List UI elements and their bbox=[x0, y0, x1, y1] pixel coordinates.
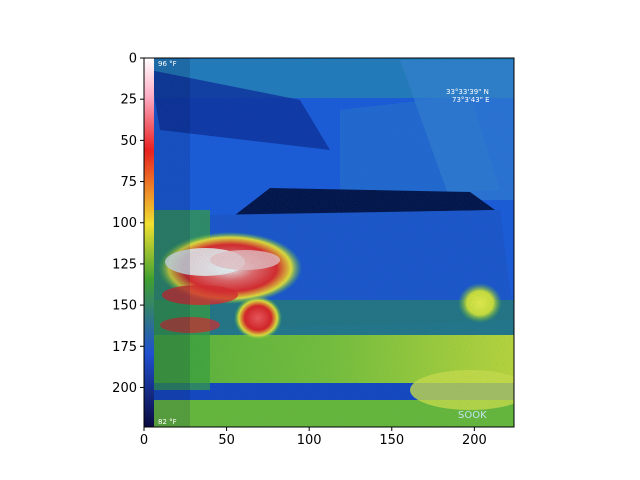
y-tick-label: 0 bbox=[129, 52, 137, 67]
x-tick-label: 100 bbox=[297, 433, 322, 448]
camera-logo: SOOK bbox=[458, 410, 487, 421]
y-tick-label: 150 bbox=[112, 299, 137, 314]
y-tick-label: 200 bbox=[112, 381, 137, 396]
y-axis: 0 25 50 75 100 125 150 175 200 bbox=[112, 52, 144, 396]
gps-latitude: 33°33'39" N bbox=[446, 88, 489, 96]
y-tick-label: 175 bbox=[112, 340, 137, 355]
y-tick-label: 50 bbox=[120, 134, 137, 149]
x-tick-label: 150 bbox=[379, 433, 404, 448]
x-tick-label: 50 bbox=[218, 433, 235, 448]
axes-frame bbox=[143, 57, 515, 428]
x-axis: 0 50 100 150 200 bbox=[140, 427, 487, 448]
y-tick-label: 25 bbox=[120, 93, 137, 108]
temperature-min-label: 82 °F bbox=[158, 418, 177, 426]
temperature-max-label: 96 °F bbox=[158, 60, 177, 68]
temperature-scale-bar bbox=[144, 58, 154, 427]
y-tick-label: 75 bbox=[120, 175, 137, 190]
y-tick-label: 100 bbox=[112, 216, 137, 231]
gps-longitude: 73°3'43" E bbox=[452, 96, 490, 104]
x-tick-label: 200 bbox=[462, 433, 487, 448]
x-tick-label: 0 bbox=[140, 433, 148, 448]
thermal-image: 96 °F 82 °F 33°33'39" N 73°3'43" E SOOK bbox=[144, 58, 514, 427]
y-tick-label: 125 bbox=[112, 257, 137, 272]
